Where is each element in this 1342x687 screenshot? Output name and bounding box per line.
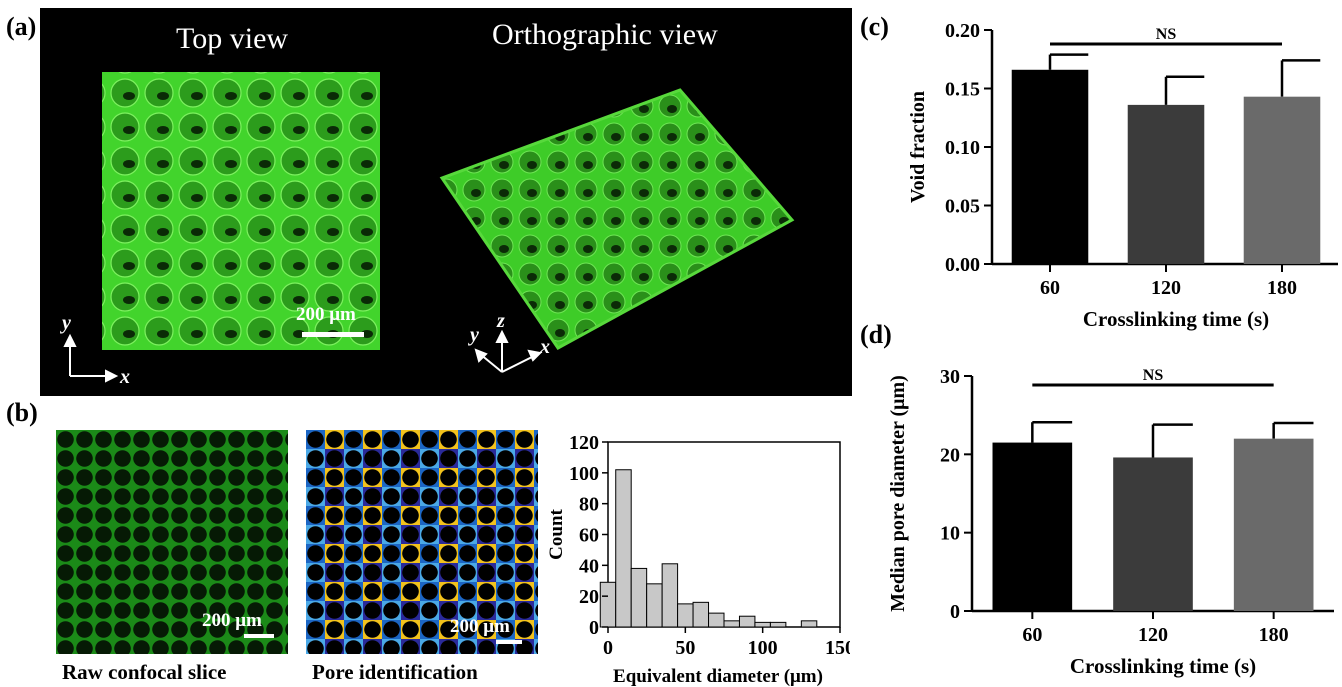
bar [992, 442, 1073, 611]
panel-c-label: (c) [860, 12, 889, 41]
raw-confocal-image [56, 430, 288, 654]
y-tick-label: 0 [950, 601, 960, 623]
x-tick-label: 60 [1022, 624, 1042, 646]
histogram-y-tick-label: 120 [569, 432, 599, 454]
histogram-bar [615, 469, 632, 628]
y-tick-label: 0.00 [945, 254, 980, 276]
x-tick-label: 120 [1151, 277, 1181, 299]
histogram-bar [723, 620, 740, 628]
y-axis-label: Void fraction [907, 91, 929, 203]
bar [1243, 96, 1321, 264]
histogram-y-tick-label: 0 [589, 617, 599, 639]
histogram-bar [630, 567, 648, 628]
histogram-y-tick-label: 40 [579, 555, 599, 577]
histogram-bar [769, 621, 787, 628]
top-view-foam [102, 72, 380, 350]
histogram-bar [754, 621, 771, 628]
bar [1113, 457, 1193, 611]
pore-scale-label: 200 μm [450, 616, 510, 637]
top-view-scale-bar [302, 332, 364, 337]
bar [1127, 104, 1205, 264]
histogram-bar [646, 583, 663, 628]
median-pore-diameter-chart: 0 10 20 30 60 120 180 NS Crosslinking time (s) Me… [888, 366, 1334, 678]
histogram-y-tick-label: 100 [569, 463, 599, 485]
top-axis-x-label: x [120, 366, 130, 388]
histogram-bar [800, 620, 818, 628]
x-tick-label: 180 [1259, 624, 1289, 646]
pore-scale-bar [496, 640, 522, 644]
panel-d-label: (d) [860, 320, 892, 349]
y-tick-label: 10 [940, 523, 960, 545]
orthographic-foam [439, 88, 795, 350]
panel-a-label: (a) [6, 12, 37, 41]
y-tick-label: 0.10 [945, 137, 980, 159]
histogram-y-tick-label: 20 [579, 586, 599, 608]
panel-b-label: (b) [6, 398, 38, 427]
y-tick-label: 30 [940, 366, 960, 388]
x-axis-label: Crosslinking time (s) [1070, 654, 1256, 678]
ortho-axis-y-label: y [470, 324, 479, 346]
top-axis-y-label: y [62, 312, 71, 334]
x-tick-label: 180 [1267, 277, 1297, 299]
ortho-axis-x-label: x [540, 336, 550, 358]
raw-confocal-caption: Raw confocal slice [62, 660, 227, 684]
histogram-x-tick-label: 100 [748, 637, 778, 659]
bar [1233, 438, 1314, 611]
x-tick-label: 60 [1040, 277, 1060, 299]
significance-label: NS [1143, 367, 1164, 384]
histogram-x-tick-label: 150 [825, 637, 850, 659]
pore-identification-image [306, 430, 538, 654]
histogram-y-axis-label: Count [546, 508, 567, 559]
ortho-axes [474, 329, 543, 373]
histogram-bar [692, 601, 710, 628]
histogram-bar [599, 581, 617, 628]
panel-a-renderings [63, 72, 795, 383]
histogram-x-tick-label: 0 [603, 637, 613, 659]
raw-scale-bar [244, 634, 274, 638]
pore-identification-caption: Pore identification [312, 660, 478, 684]
histogram-y-tick-label: 80 [579, 494, 599, 516]
histogram-bar [708, 612, 725, 628]
histogram-x-tick-label: 50 [675, 637, 695, 659]
significance-label: NS [1156, 26, 1177, 43]
y-tick-label: 20 [940, 444, 960, 466]
y-tick-label: 0.15 [945, 79, 980, 101]
histogram-y-tick-label: 60 [579, 525, 599, 547]
y-tick-label: 0.20 [945, 20, 980, 42]
raw-scale-label: 200 μm [202, 610, 262, 631]
histogram-bar [661, 563, 679, 628]
void-fraction-chart: 0.00 0.05 0.10 0.15 0.20 60 120 180 NS Crosslinki… [907, 20, 1338, 331]
histogram-bar [677, 603, 694, 628]
x-tick-label: 120 [1138, 624, 1168, 646]
ortho-axis-z-label: z [497, 310, 505, 332]
x-axis-label: Crosslinking time (s) [1083, 307, 1269, 331]
histogram-x-axis-label: Equivalent diameter (μm) [613, 666, 823, 687]
top-view-axes [63, 333, 119, 383]
y-tick-label: 0.05 [945, 196, 980, 218]
top-view-scale-label: 200 μm [296, 304, 356, 325]
top-view-title: Top view [176, 22, 289, 55]
bar [1011, 69, 1089, 264]
y-axis-label: Median pore diameter (μm) [888, 375, 909, 612]
orthographic-view-title: Orthographic view [492, 18, 718, 51]
histogram-bar [738, 615, 756, 628]
